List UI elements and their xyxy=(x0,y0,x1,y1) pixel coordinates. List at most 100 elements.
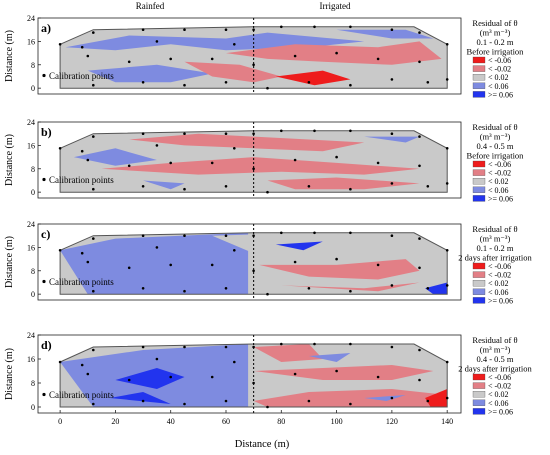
calibration-point xyxy=(313,342,316,346)
legend-swatch xyxy=(472,399,486,406)
calibration-point xyxy=(86,372,90,376)
residual-zone xyxy=(425,389,448,407)
calibration-point xyxy=(376,263,380,267)
y-tick-label: 0 xyxy=(31,290,35,299)
y-tick-label: 8 xyxy=(31,165,35,174)
legend-title-line: 0.4 - 0.5 m xyxy=(476,141,513,151)
residual-zone xyxy=(253,365,434,380)
residual-zone xyxy=(212,232,351,254)
calibration-point xyxy=(58,249,62,252)
calibration-point xyxy=(252,132,255,135)
calibration-point xyxy=(155,144,159,147)
legend-entry-label: < -0.06 xyxy=(488,160,511,169)
calibration-point xyxy=(252,381,255,385)
legend-entry-label: < -0.06 xyxy=(488,262,511,271)
calibration-point xyxy=(183,289,186,293)
calibration-point xyxy=(390,396,394,400)
calibration-point xyxy=(141,185,145,188)
residual-zone xyxy=(87,64,213,83)
y-axis-title: Distance (m) xyxy=(4,134,15,186)
legend-swatch xyxy=(472,74,486,81)
calibration-point xyxy=(280,342,283,346)
legend-title-line: Residual of θ xyxy=(472,122,517,132)
calibration-legend-marker xyxy=(42,392,46,397)
legend-entry-label: < 0.02 xyxy=(488,73,509,82)
calibration-point xyxy=(335,51,338,55)
calibration-point xyxy=(349,342,352,346)
legend-entry-label: < -0.02 xyxy=(488,382,511,391)
y-tick-label: 0 xyxy=(31,84,35,93)
calibration-point xyxy=(183,132,186,135)
calibration-point xyxy=(293,158,297,162)
color-legend: Residual of θ(m³ m⁻³)0.4 - 0.5 m2 days a… xyxy=(458,335,532,416)
calibration-point xyxy=(224,185,228,188)
legend-entry-label: < 0.02 xyxy=(488,390,509,399)
panel-label: c) xyxy=(41,227,50,241)
color-legend: Residual of θ(m³ m⁻³)0.1 - 0.2 m2 days a… xyxy=(458,224,532,305)
legend-title-line: (m³ m⁻³) xyxy=(480,345,511,355)
residual-zone xyxy=(267,177,420,190)
calibration-point xyxy=(127,60,131,64)
calibration-point xyxy=(418,164,421,168)
calibration-point xyxy=(224,132,228,135)
calibration-point xyxy=(445,396,449,400)
y-tick-label: 8 xyxy=(31,379,35,388)
residual-zone xyxy=(259,259,420,280)
calibration-legend-label: Calibration points xyxy=(49,71,114,81)
calibration-point xyxy=(293,54,297,58)
legend-swatch xyxy=(472,56,486,64)
residual-zone xyxy=(184,61,282,83)
calibration-point xyxy=(293,372,297,376)
calibration-point xyxy=(307,399,311,403)
calibration-point xyxy=(390,234,394,237)
calibration-point xyxy=(349,187,352,191)
calibration-point xyxy=(141,81,145,84)
calibration-point xyxy=(224,399,228,403)
calibration-point xyxy=(418,135,421,138)
legend-entry-label: < 0.02 xyxy=(488,279,509,288)
calibration-legend-marker xyxy=(42,73,46,78)
legend-swatch xyxy=(472,373,486,381)
legend-title-line: Residual of θ xyxy=(472,335,517,345)
legend-entry-label: < -0.06 xyxy=(488,373,511,382)
calibration-point xyxy=(155,40,159,43)
calibration-point xyxy=(233,360,236,364)
calibration-point xyxy=(376,161,380,165)
residual-zone xyxy=(226,41,442,65)
calibration-legend-marker xyxy=(42,279,46,284)
calibration-point xyxy=(418,266,421,270)
legend-swatch xyxy=(472,160,486,168)
legend-entry-label: < -0.02 xyxy=(488,169,511,178)
y-axis-title: Distance (m) xyxy=(4,30,15,82)
calibration-point xyxy=(426,185,430,188)
calibration-point xyxy=(390,78,394,81)
calibration-point xyxy=(349,129,352,133)
panel-d: 0 8 16 24 Distance (m) d) Calibration points Re… xyxy=(4,331,532,426)
calibration-point xyxy=(426,399,430,403)
calibration-point xyxy=(445,147,449,150)
calibration-point xyxy=(349,25,352,29)
y-tick-label: 16 xyxy=(27,243,35,252)
y-tick-label: 8 xyxy=(31,61,35,70)
legend-title-line: (m³ m⁻³) xyxy=(480,132,511,142)
calibration-point xyxy=(169,161,172,165)
residual-zone xyxy=(60,232,249,295)
y-tick-label: 16 xyxy=(27,37,35,46)
panel-label: d) xyxy=(41,338,52,352)
calibration-point xyxy=(335,155,338,159)
residual-zone xyxy=(143,180,185,190)
calibration-point xyxy=(252,167,255,171)
residual-zone xyxy=(253,344,323,362)
calibration-point xyxy=(252,345,255,349)
calibration-point xyxy=(86,54,90,58)
calibration-legend-label: Calibration points xyxy=(49,175,114,185)
x-tick-label: 120 xyxy=(386,417,398,426)
calibration-point xyxy=(313,129,316,133)
y-axis-title: Distance (m) xyxy=(4,348,15,400)
calibration-point xyxy=(313,25,316,29)
legend-title-line: 0.1 - 0.2 m xyxy=(476,243,513,253)
calibration-point xyxy=(349,231,352,235)
y-tick-label: 16 xyxy=(27,141,35,150)
calibration-point xyxy=(418,348,421,352)
x-tick-label: 140 xyxy=(441,417,453,426)
